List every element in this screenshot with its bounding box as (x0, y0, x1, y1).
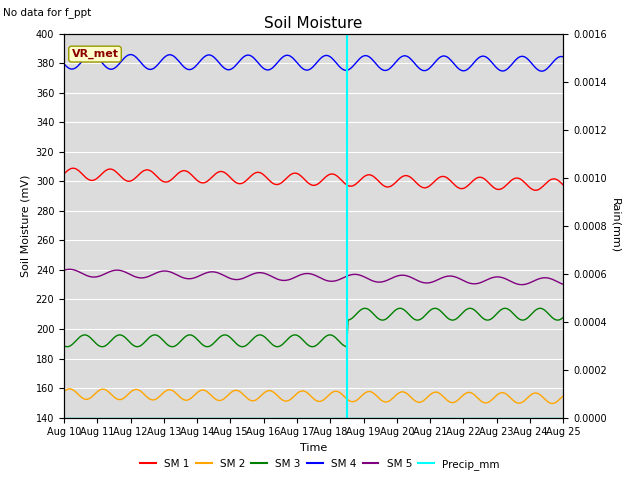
Text: No data for f_ppt: No data for f_ppt (3, 7, 92, 18)
Text: VR_met: VR_met (72, 49, 118, 59)
Title: Soil Moisture: Soil Moisture (264, 16, 363, 31)
X-axis label: Time: Time (300, 443, 327, 453)
Y-axis label: Soil Moisture (mV): Soil Moisture (mV) (20, 174, 30, 277)
Legend: SM 1, SM 2, SM 3, SM 4, SM 5, Precip_mm: SM 1, SM 2, SM 3, SM 4, SM 5, Precip_mm (136, 455, 504, 474)
Y-axis label: Rain(mm): Rain(mm) (611, 198, 621, 253)
